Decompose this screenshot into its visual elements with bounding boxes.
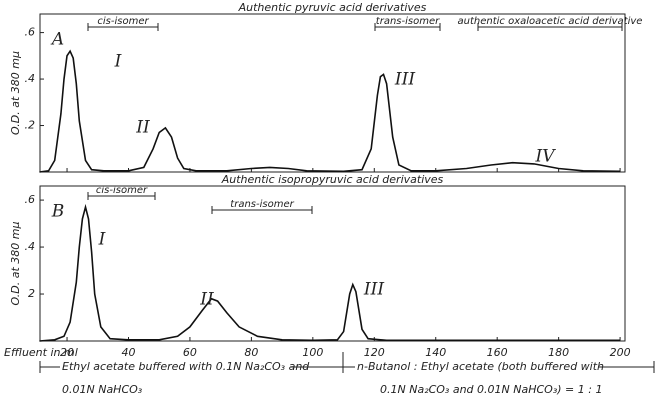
y-tick-label: .6 xyxy=(25,193,36,206)
bracket xyxy=(211,206,313,214)
x-tick-label: 200 xyxy=(610,346,631,359)
x-tick-label: 180 xyxy=(548,346,569,359)
bracket-label: cis-isomer xyxy=(97,16,149,27)
x-tick-label: 80 xyxy=(244,346,258,359)
x-axis-label: Effluent in ml xyxy=(4,346,78,359)
x-tick-label: 120 xyxy=(364,346,385,359)
panel-letter: B xyxy=(51,202,65,222)
note: 0.01N NaHCO₃ xyxy=(62,383,143,396)
y-tick-label: .2 xyxy=(25,119,36,132)
y-tick-label: 2 xyxy=(28,287,35,300)
x-tick-label: 20 xyxy=(60,346,74,359)
plot-frame xyxy=(39,185,626,342)
peak-label: III xyxy=(363,280,384,300)
plot-frame xyxy=(39,13,626,173)
peak-label: III xyxy=(394,70,415,90)
bracket xyxy=(87,192,156,200)
chromatogram-line xyxy=(39,203,621,342)
bracket-label: trans-isomer xyxy=(230,199,294,210)
y-axis-label: O.D. at 380 mμ xyxy=(9,51,22,135)
x-tick-label: 60 xyxy=(183,346,197,359)
bracket xyxy=(87,23,159,31)
panel-letter: A xyxy=(50,30,64,50)
peak-label: I xyxy=(114,52,122,72)
note: Ethyl acetate buffered with 0.1N Na₂CO₃ … xyxy=(62,360,310,373)
y-tick-label: .6 xyxy=(25,26,36,39)
bracket-label: cis-isomer xyxy=(96,185,148,196)
bracket xyxy=(374,23,441,31)
bracket xyxy=(477,23,623,31)
x-tick-label: 40 xyxy=(121,346,135,359)
panel-title: Authentic pyruvic acid derivatives xyxy=(238,1,427,14)
peak-label: IV xyxy=(535,147,557,167)
peak-label: II xyxy=(135,118,150,138)
y-axis-label: O.D. at 380 mμ xyxy=(9,222,22,306)
x-tick-label: 140 xyxy=(425,346,446,359)
chromatogram-line xyxy=(39,49,621,173)
peak-label: I xyxy=(98,230,106,250)
note: 0.1N Na₂CO₃ and 0.01N NaHCO₃) = 1 : 1 xyxy=(380,383,602,396)
panel-title: Authentic isopropyruvic acid derivatives xyxy=(221,173,444,186)
x-tick-label: 160 xyxy=(487,346,508,359)
note: n-Butanol : Ethyl acetate (both buffered… xyxy=(357,360,604,373)
bracket-label: authentic oxaloacetic acid derivative xyxy=(458,16,643,27)
peak-label: II xyxy=(199,290,214,310)
bracket-label: trans-isomer xyxy=(376,16,440,27)
y-tick-label: .4 xyxy=(25,72,36,85)
x-tick-label: 100 xyxy=(302,346,323,359)
y-tick-label: .4 xyxy=(25,240,36,253)
